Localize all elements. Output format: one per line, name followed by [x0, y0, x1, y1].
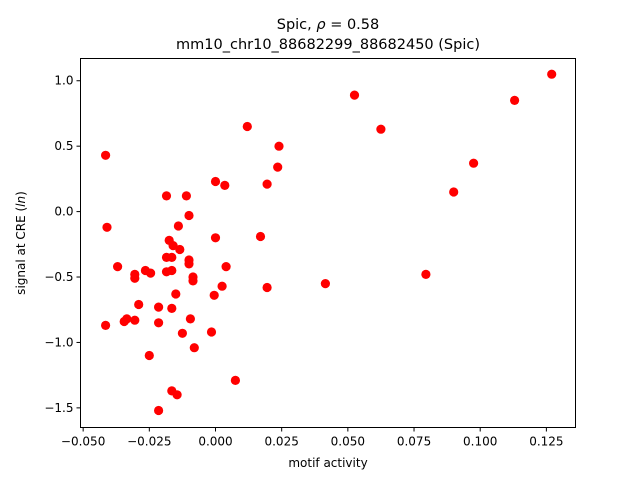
x-axis-label: motif activity [288, 456, 367, 470]
data-point [184, 210, 194, 221]
data-point [221, 262, 231, 272]
data-point [130, 273, 140, 283]
data-point [101, 150, 111, 160]
y-tick-label: −0.5 [44, 270, 73, 284]
data-point [189, 343, 199, 353]
data-point [173, 221, 183, 231]
data-point [206, 327, 217, 337]
data-point [154, 318, 164, 328]
data-point [320, 279, 330, 289]
data-point [172, 390, 182, 400]
data-point [262, 282, 272, 293]
x-tick-label: −0.050 [61, 435, 105, 449]
data-point [273, 162, 283, 172]
data-point [184, 259, 194, 269]
data-point [134, 299, 144, 310]
x-axis-ticks: −0.050 −0.025 0.000 0.025 0.050 0.075 0.100 0.1… [61, 427, 564, 449]
data-point [130, 315, 140, 325]
x-tick-label: 0.000 [198, 435, 232, 449]
y-axis-ticks: −1.5 −1.0 −0.5 0.0 0.5 1.0 [44, 74, 81, 415]
x-tick-label: 0.125 [529, 435, 563, 449]
y-tick-label: −1.5 [44, 401, 73, 415]
chart-title-line-1: Spic, ρ = 0.58 [277, 17, 380, 33]
data-point [210, 233, 221, 243]
y-tick-label: 0.0 [54, 205, 73, 219]
x-tick-label: 0.050 [331, 435, 365, 449]
y-axis-label: signal at CRE (ln) [14, 191, 28, 295]
data-points [101, 69, 557, 416]
data-point [349, 90, 360, 100]
data-point [220, 180, 230, 190]
data-point [262, 179, 272, 189]
data-point [175, 244, 185, 255]
data-point [210, 176, 221, 187]
y-tick-label: 1.0 [54, 74, 73, 88]
data-point [168, 241, 178, 251]
data-point [167, 252, 177, 262]
data-point [122, 314, 132, 324]
data-point [421, 269, 431, 279]
data-point [188, 276, 198, 286]
data-point [181, 191, 191, 201]
data-point [167, 265, 177, 276]
data-point [242, 121, 252, 132]
x-tick-label: 0.075 [397, 435, 431, 449]
data-point [376, 124, 386, 134]
data-point [509, 95, 520, 105]
data-point [230, 375, 240, 385]
data-point [217, 281, 227, 291]
data-point [209, 290, 219, 300]
data-point [113, 262, 123, 272]
data-point [255, 231, 266, 242]
data-point [449, 187, 459, 197]
data-point [161, 191, 172, 201]
data-point [144, 350, 154, 361]
data-point [469, 158, 479, 168]
chart-title-line-2: mm10_chr10_88682299_88682450 (Spic) [176, 37, 480, 53]
data-point [154, 302, 164, 312]
data-point [185, 314, 195, 324]
data-point [171, 289, 181, 299]
x-tick-label: −0.025 [127, 435, 171, 449]
data-point [146, 268, 156, 278]
x-tick-label: 0.100 [463, 435, 497, 449]
data-point [177, 328, 187, 338]
y-tick-label: −1.0 [44, 335, 73, 349]
x-tick-label: 0.025 [264, 435, 298, 449]
data-point [167, 303, 177, 313]
y-tick-label: 0.5 [54, 139, 73, 153]
data-point [274, 141, 284, 151]
data-point [102, 222, 112, 232]
plot-frame [80, 58, 576, 428]
data-point [547, 69, 557, 79]
data-point [154, 405, 164, 416]
data-point [101, 320, 111, 330]
